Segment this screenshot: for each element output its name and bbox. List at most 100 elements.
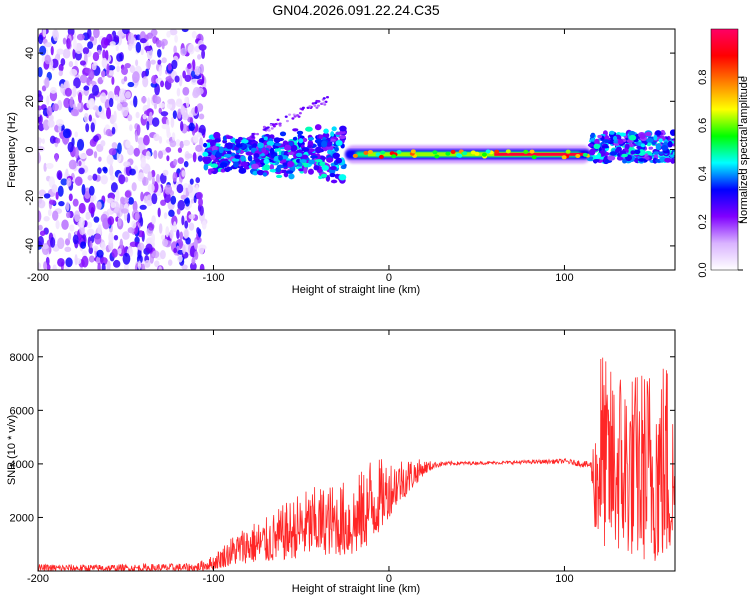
heatmap-cell [42, 29, 47, 38]
heatmap-cell [171, 132, 176, 141]
heatmap-cell [160, 234, 166, 241]
heatmap-cell [127, 43, 133, 51]
heatmap-cell [592, 158, 600, 163]
heatmap-cell [201, 49, 206, 59]
heatmap-cell [225, 135, 234, 140]
heatmap-cell [118, 174, 126, 185]
snr-frame [37, 329, 676, 572]
heatmap-cell [127, 114, 133, 122]
heatmap-cell [78, 160, 82, 167]
heatmap-cell [155, 40, 163, 48]
heatmap-cell [301, 154, 309, 159]
colorbar-tick-label: 0.4 [697, 166, 709, 181]
heatmap-cell [153, 103, 158, 110]
heatmap-cell [432, 150, 438, 155]
heatmap-cell [145, 59, 152, 69]
heatmap-cell [173, 247, 178, 254]
heatmap-cell [296, 130, 304, 135]
heatmap-cell [38, 235, 44, 247]
heatmap-cell [301, 147, 310, 152]
heatmap-cell [187, 43, 195, 55]
heatmap-cell [245, 151, 254, 156]
heatmap-cell [285, 170, 294, 174]
y-tick-label: 0 [24, 146, 36, 152]
heatmap-cell [72, 234, 79, 245]
heatmap-cell [462, 151, 468, 156]
heatmap-cell [81, 183, 86, 196]
heatmap-cell [182, 70, 186, 79]
heatmap-cell [140, 96, 147, 104]
heatmap-cell [322, 97, 326, 100]
heatmap-cell [293, 115, 297, 118]
heatmap-cell [292, 113, 296, 116]
heatmap-cell [124, 63, 131, 69]
heatmap-cell [314, 159, 323, 163]
heatmap-cell [46, 105, 53, 116]
heatmap-cell [142, 76, 149, 88]
heatmap-cell [590, 138, 596, 142]
heatmap-cell [77, 92, 83, 104]
heatmap-cell [151, 117, 160, 127]
heatmap-cell [38, 189, 46, 197]
heatmap-cell [73, 38, 77, 51]
heatmap-cell [218, 146, 224, 154]
heatmap-cell [314, 124, 322, 131]
heatmap-cell [375, 152, 381, 157]
heatmap-cell [201, 220, 207, 230]
heatmap-cell [46, 95, 50, 106]
heatmap-cell [111, 248, 118, 258]
heatmap-cell [147, 183, 155, 193]
heatmap-cell [295, 152, 303, 158]
heatmap-cell [192, 134, 199, 143]
heatmap-cell [331, 126, 337, 132]
heatmap-cell [196, 132, 202, 138]
heatmap-cell [111, 142, 118, 149]
x-tick-label: -100 [202, 272, 224, 284]
heatmap-cell [66, 177, 72, 187]
heatmap-cell [193, 73, 202, 80]
heatmap-cell [323, 128, 329, 134]
heatmap-cell [119, 238, 124, 251]
heatmap-cell [118, 88, 127, 101]
heatmap-cell [319, 161, 326, 167]
heatmap-cell [93, 29, 100, 39]
heatmap-cell [612, 135, 618, 141]
heatmap-cell [308, 105, 312, 108]
heatmap-cell [165, 226, 170, 238]
heatmap-cell [116, 151, 122, 163]
heatmap-cell [38, 105, 43, 111]
heatmap-cell [74, 146, 79, 159]
heatmap-cell [141, 176, 149, 186]
heatmap-cell [636, 145, 642, 150]
heatmap-cell [113, 35, 120, 43]
heatmap-cell [266, 140, 275, 146]
heatmap-cell [63, 81, 69, 90]
heatmap-cell [396, 150, 402, 155]
heatmap-cell [177, 157, 184, 164]
heatmap-cell [174, 34, 178, 43]
heatmap-cell [263, 136, 268, 141]
heatmap-cell [38, 110, 41, 118]
heatmap-cell [85, 123, 90, 133]
heatmap-cell [111, 76, 115, 85]
heatmap-cell [169, 229, 174, 239]
heatmap-cell [251, 134, 255, 137]
heatmap-cell [188, 213, 196, 220]
heatmap-cell [123, 161, 131, 168]
heatmap-cell [335, 157, 343, 164]
heatmap-cell [88, 246, 94, 255]
heatmap-cell [162, 169, 169, 176]
heatmap-cell [185, 153, 193, 159]
heatmap-cell [669, 154, 675, 158]
heatmap-cell [292, 136, 298, 141]
heatmap-cell [44, 42, 52, 48]
heatmap-cell [287, 160, 295, 168]
heatmap-cell [166, 31, 171, 38]
heatmap-cell [602, 139, 611, 143]
heatmap-cell [90, 122, 95, 133]
heatmap-cell [89, 98, 96, 108]
heatmap-cell [172, 171, 178, 183]
heatmap-cell [110, 182, 118, 193]
heatmap-cell [132, 200, 138, 213]
